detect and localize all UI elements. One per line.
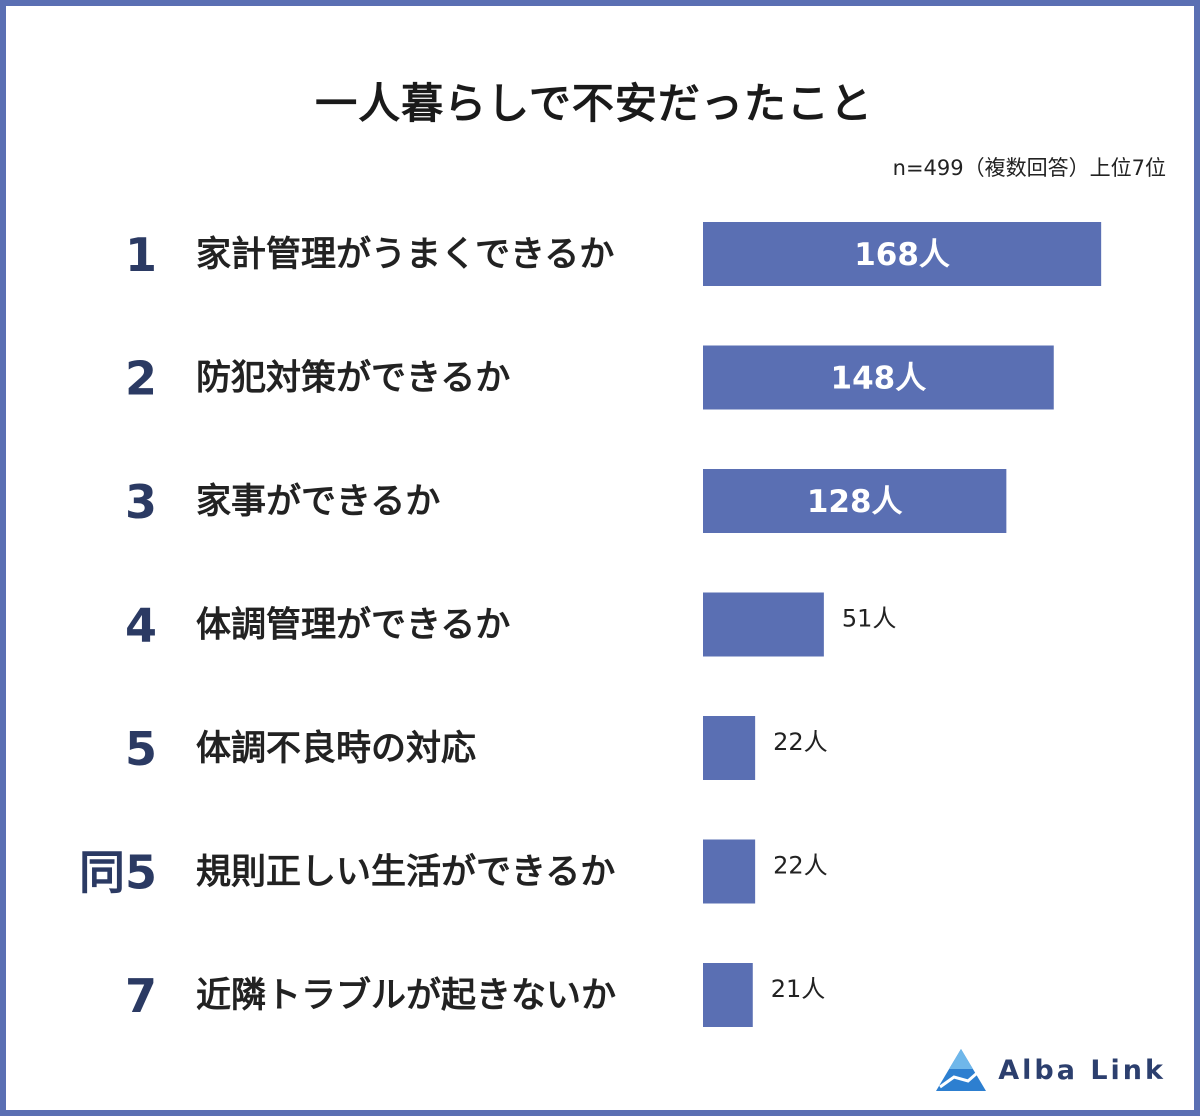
bar bbox=[703, 469, 1007, 533]
rank-label: 5 bbox=[125, 722, 157, 776]
category-label: 近隣トラブルが起きないか bbox=[196, 975, 616, 1016]
rank-label: 同5 bbox=[79, 846, 157, 900]
chart-subtitle: n=499（複数回答）上位7位 bbox=[892, 156, 1166, 180]
category-label: 家計管理がうまくできるか bbox=[196, 235, 614, 275]
bar bbox=[703, 839, 756, 904]
brand-logo: Alba Link bbox=[934, 1046, 1166, 1094]
data-label: 128人 bbox=[807, 484, 903, 520]
rank-label: 4 bbox=[125, 599, 157, 653]
rank-label: 7 bbox=[125, 969, 157, 1023]
data-label: 51人 bbox=[842, 605, 897, 633]
category-label: 家事ができるか bbox=[196, 482, 440, 522]
data-label: 168人 bbox=[854, 237, 950, 273]
category-label: 体調不良時の対応 bbox=[196, 729, 476, 769]
data-label: 148人 bbox=[831, 361, 927, 397]
rank-label: 2 bbox=[125, 352, 157, 406]
category-label: 防犯対策ができるか bbox=[196, 359, 510, 399]
rank-label: 1 bbox=[125, 228, 157, 282]
bar bbox=[703, 716, 756, 780]
bar bbox=[703, 592, 824, 657]
bar bbox=[703, 222, 1102, 286]
bar bbox=[703, 345, 1054, 410]
data-label: 22人 bbox=[773, 728, 828, 756]
bar bbox=[703, 963, 753, 1027]
alba-link-logo-icon bbox=[936, 1049, 987, 1091]
logo-text: Alba Link bbox=[998, 1054, 1166, 1086]
data-label: 21人 bbox=[771, 975, 826, 1003]
data-label: 22人 bbox=[773, 852, 828, 880]
chart-title: 一人暮らしで不安だったこと bbox=[315, 79, 873, 128]
category-label: 規則正しい生活ができるか bbox=[196, 853, 615, 893]
rank-label: 3 bbox=[125, 475, 157, 529]
category-label: 体調管理ができるか bbox=[196, 606, 510, 646]
